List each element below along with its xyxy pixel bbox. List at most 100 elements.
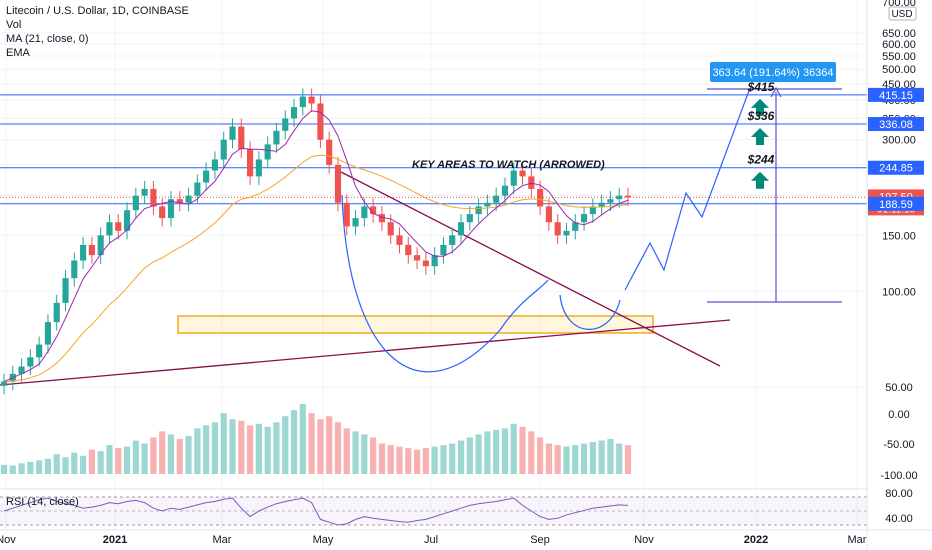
volume-bar bbox=[97, 451, 104, 474]
volume-bar bbox=[519, 426, 526, 474]
volume-bar bbox=[185, 435, 192, 474]
candle-body bbox=[88, 244, 95, 256]
price-tick-label: 500.00 bbox=[882, 64, 916, 76]
time-tick-label: Nov bbox=[634, 534, 654, 546]
volume-bar bbox=[378, 443, 385, 474]
volume-bar bbox=[88, 449, 95, 474]
volume-bar bbox=[80, 455, 87, 474]
volume-bar bbox=[422, 448, 429, 474]
time-tick-label: Jul bbox=[424, 534, 438, 546]
price-label-value: 415.15 bbox=[879, 90, 913, 102]
candle-body bbox=[80, 244, 87, 261]
time-tick-label: 2022 bbox=[744, 534, 768, 546]
candles bbox=[0, 88, 632, 395]
volume-bar bbox=[9, 465, 16, 474]
key-level-label: $244 bbox=[747, 153, 775, 167]
volume-bar bbox=[572, 445, 579, 474]
volume-tick-label: -100.00 bbox=[880, 470, 917, 482]
candle-body bbox=[624, 195, 632, 198]
plot-background bbox=[0, 0, 867, 550]
handle-curve bbox=[559, 294, 621, 330]
candle-body bbox=[0, 381, 8, 386]
candle-body bbox=[501, 185, 509, 196]
price-tick-label: 50.00 bbox=[885, 382, 913, 394]
volume-bar bbox=[413, 449, 421, 474]
price-label-value: 188.59 bbox=[879, 199, 913, 211]
candle-body bbox=[211, 159, 219, 171]
price-tick-label: 100.00 bbox=[882, 286, 916, 298]
volume-bar bbox=[598, 440, 605, 474]
candle-body bbox=[97, 235, 104, 256]
candle-body bbox=[290, 107, 298, 119]
volume-bar bbox=[247, 425, 254, 474]
volume-bar bbox=[624, 445, 632, 474]
candle-body bbox=[343, 202, 350, 227]
time-tick-label: Mar bbox=[848, 534, 867, 546]
price-label-box bbox=[868, 87, 924, 102]
descending-trendline bbox=[340, 171, 721, 367]
candle-body bbox=[519, 170, 526, 177]
legend-ema[interactable]: EMA bbox=[6, 47, 30, 59]
rsi-tick-label: 80.00 bbox=[885, 488, 913, 500]
candle-body bbox=[326, 139, 333, 165]
legend-ma[interactable]: MA (21, close, 0) bbox=[6, 33, 89, 45]
candle-body bbox=[554, 222, 561, 236]
volume-bar bbox=[132, 440, 139, 474]
candle-body bbox=[150, 188, 157, 207]
volume-bar bbox=[431, 446, 438, 474]
ma-line bbox=[3, 110, 629, 383]
candle-body bbox=[449, 235, 456, 245]
volume-bar bbox=[326, 416, 333, 474]
candle-body bbox=[352, 218, 359, 227]
candle-body bbox=[176, 199, 183, 203]
candle-body bbox=[194, 182, 201, 196]
volume-bar bbox=[607, 439, 614, 474]
price-label-box bbox=[868, 196, 924, 211]
volume-bar bbox=[0, 464, 8, 474]
legend-symbol[interactable]: Litecoin / U.S. Dollar, 1D, COINBASE bbox=[6, 5, 189, 17]
volume-bar bbox=[150, 437, 157, 474]
volume-bar bbox=[563, 446, 570, 474]
volume-bar bbox=[141, 443, 148, 474]
legend-vol[interactable]: Vol bbox=[6, 19, 22, 31]
price-label-value: 336.08 bbox=[879, 119, 913, 131]
volume-bar bbox=[466, 437, 473, 474]
support-zone bbox=[177, 315, 654, 334]
projection-path bbox=[624, 87, 751, 291]
candle-body bbox=[159, 206, 166, 219]
time-tick-label: May bbox=[313, 534, 334, 546]
volume-bar bbox=[475, 434, 482, 474]
teal-up-arrow-icon bbox=[751, 128, 769, 146]
volume-bar bbox=[537, 437, 544, 474]
volume-bar bbox=[457, 440, 465, 474]
candle-body bbox=[71, 260, 78, 279]
volume-bar bbox=[361, 434, 368, 474]
volume-bar bbox=[449, 443, 456, 474]
ascending-trendline bbox=[0, 319, 731, 386]
volume-bar bbox=[194, 428, 201, 474]
volume-bar bbox=[545, 443, 552, 474]
price-tick-label: 450.00 bbox=[882, 79, 916, 91]
candle-body bbox=[264, 144, 271, 160]
volume-bar bbox=[238, 420, 245, 474]
volume-bar bbox=[580, 443, 588, 474]
candle-body bbox=[431, 255, 438, 267]
volume-bar bbox=[317, 419, 324, 474]
candle-body bbox=[106, 222, 113, 236]
time-axis[interactable]: Nov 2021 Mar May Jul Sep Nov 2022 Mar bbox=[0, 534, 867, 546]
candle-body bbox=[255, 159, 262, 177]
key-level-annotations: $415 $336 $244 bbox=[747, 80, 775, 189]
volume-bar bbox=[290, 410, 298, 474]
volume-bar bbox=[484, 431, 491, 474]
price-tick-label: 600.00 bbox=[882, 39, 916, 51]
volume-bar bbox=[44, 458, 52, 474]
volume-bar bbox=[71, 452, 78, 474]
candle-body bbox=[53, 302, 60, 323]
teal-up-arrow-icon bbox=[751, 98, 769, 116]
currency-badge[interactable] bbox=[888, 6, 917, 21]
rsi-axis: 80.00 40.00 bbox=[885, 488, 913, 525]
candle-body bbox=[457, 222, 465, 236]
